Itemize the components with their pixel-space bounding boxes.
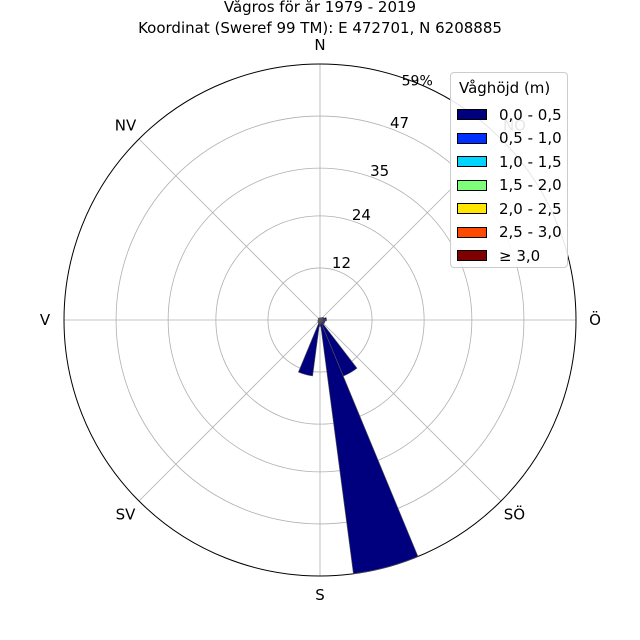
legend-label: 2,0 - 2,5 [499,199,562,218]
legend-label: ≥ 3,0 [499,246,541,265]
legend-label: 2,5 - 3,0 [499,223,562,242]
radial-ring-24 [215,215,425,425]
legend-swatch [457,179,487,191]
legend-item: ≥ 3,0 [457,244,567,268]
radial-ring-35 [167,167,473,473]
bar-165 [319,319,419,575]
direction-label-ö: Ö [589,310,601,329]
legend-item: 2,5 - 3,0 [457,221,567,245]
direction-label-s: S [315,586,325,604]
chart-title: Vågros för år 1979 - 2019 [223,0,417,16]
direction-label-sv: SV [116,505,137,523]
legend: Våghöjd (m) 0,0 - 0,5 0,5 - 1,0 1,0 - 1,5 1… [450,72,568,268]
radial-gridline-nv [138,138,321,321]
bar-195 [298,319,321,377]
legend-title: Våghöjd (m) [459,79,551,97]
radial-tick-label-35: 35 [370,162,389,180]
legend-swatch [457,203,487,215]
radial-tick-label-47: 47 [390,114,409,132]
legend-item: 2,0 - 2,5 [457,197,567,221]
legend-item: 1,5 - 2,0 [457,174,567,198]
direction-label-n: N [314,36,325,54]
direction-label-nv: NV [115,117,137,135]
radial-tick-label-12: 12 [332,254,351,272]
legend-label: 1,0 - 1,5 [499,152,562,171]
direction-label-v: V [40,311,51,329]
direction-label-sö: SÖ [504,504,525,523]
legend-label: 1,5 - 2,0 [499,176,562,195]
radial-gridline-sö [319,319,502,502]
legend-swatch [457,132,487,144]
radial-ring-12 [267,267,373,373]
legend-label: 0,0 - 0,5 [499,105,562,124]
radial-max-label: 59% [402,73,433,89]
legend-swatch [457,226,487,238]
legend-swatch [457,109,487,121]
wave-bars [298,316,419,575]
legend-swatch [457,156,487,168]
chart-subtitle: Koordinat (Sweref 99 TM): E 472701, N 62… [138,19,502,37]
legend-swatch [457,250,487,262]
radial-gridline-sv [138,319,321,502]
legend-item: 0,0 - 0,5 [457,103,567,127]
legend-item: 1,0 - 1,5 [457,150,567,174]
legend-item: 0,5 - 1,0 [457,127,567,151]
bar-345 [318,317,321,321]
radial-ring-47 [115,115,525,525]
radial-tick-label-24: 24 [352,206,371,224]
outer-boundary [63,63,577,577]
legend-label: 0,5 - 1,0 [499,129,562,148]
